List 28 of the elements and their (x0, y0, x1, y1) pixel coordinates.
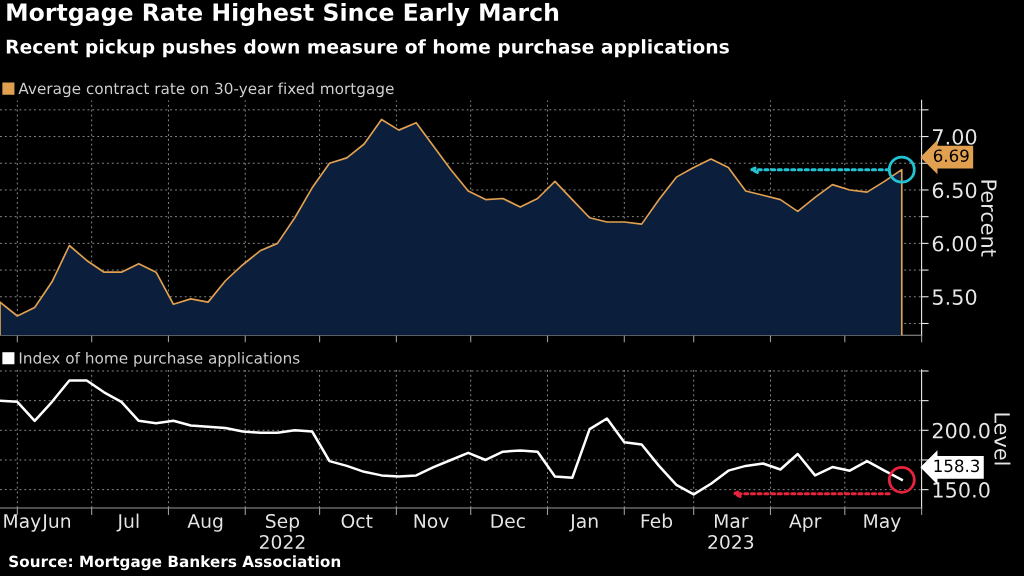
data-label: 158.3 (934, 459, 980, 473)
y-axis-title: Percent (981, 180, 997, 257)
y-tick-label: 6.00 (932, 235, 977, 252)
x-tick-label: Jan (569, 514, 598, 532)
y-tick-label: 5.50 (932, 289, 977, 305)
x-tick-label: May (4, 514, 41, 532)
x-tick-label: Sep 2022 (259, 513, 305, 550)
y-tick-label: 150.0 (933, 482, 990, 498)
y-tick-label: 7.00 (933, 129, 977, 145)
x-tick-label: Mar 2023 (708, 514, 754, 550)
legend-label: Index of home purchase applications (19, 351, 300, 367)
x-tick-label: Jun (41, 514, 71, 532)
x-tick-label: Apr (789, 514, 822, 532)
legend-label: Average contract rate on 30-year fixed mortgage (18, 82, 394, 98)
chart-title: Mortgage Rate Highest Since Early March (7, 2, 559, 26)
y-axis-title: Level (994, 413, 1011, 465)
x-tick-label: Dec (491, 514, 525, 529)
x-tick-label: Nov (414, 514, 449, 529)
x-tick-label: Feb (641, 513, 673, 529)
x-tick-label: Oct (341, 513, 373, 529)
x-tick-label: Aug (187, 514, 223, 532)
y-tick-label: 6.50 (932, 182, 977, 199)
x-tick-label: May (864, 514, 901, 532)
chart-subtitle: Recent pickup pushes down measure of home purchase applications (6, 39, 729, 58)
source-note: Source: Mortgage Bankers Association (9, 555, 341, 571)
y-tick-label: 200.0 (932, 422, 990, 439)
data-label: 6.69 (933, 149, 969, 162)
x-tick-label: Jul (116, 513, 139, 532)
